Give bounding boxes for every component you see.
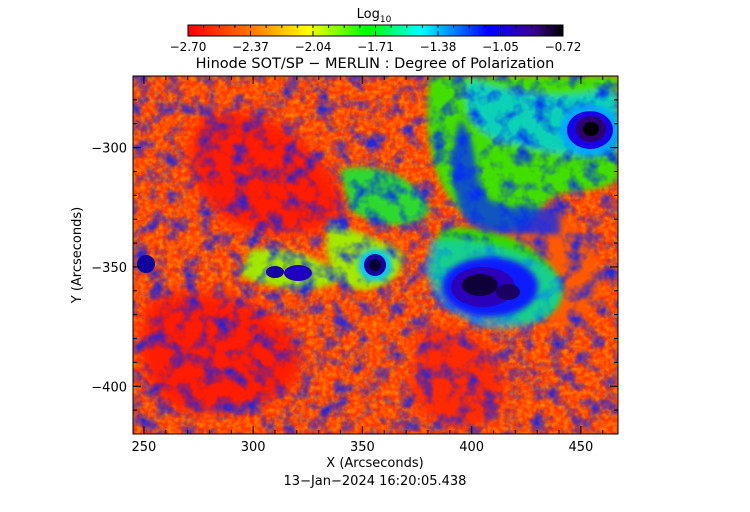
colorbar: Log10 −2.70 −2.37 −2.04 −1.71 −1.38 −1.05 −0.7…	[170, 7, 582, 54]
x-tick-label: 350	[350, 440, 375, 455]
x-tick-label: 250	[132, 440, 157, 455]
timestamp: 13−Jan−2024 16:20:05.438	[284, 474, 467, 489]
x-tick-label: 450	[568, 440, 593, 455]
x-tick-label: 300	[241, 440, 266, 455]
colorbar-tick-label: −0.72	[545, 40, 582, 54]
y-tick-label: −350	[91, 261, 127, 276]
x-tick-label: 400	[459, 440, 484, 455]
y-tick-label: −400	[91, 380, 127, 395]
colorbar-tick-label: −2.37	[232, 40, 269, 54]
colorbar-tick-label: −1.71	[357, 40, 394, 54]
colorbar-label: Log10	[357, 7, 392, 25]
plot-frame	[132, 75, 619, 435]
axes: 250 300 350 400 450 −300 −350 −400	[91, 76, 618, 455]
y-tick-label: −300	[91, 142, 127, 157]
sunspot-group	[137, 105, 618, 317]
y-axis-label: Y (Arcseconds)	[70, 207, 85, 304]
chart-title: Hinode SOT/SP − MERLIN : Degree of Polar…	[196, 56, 555, 72]
colorbar-ticks: −2.70 −2.37 −2.04 −1.71 −1.38 −1.05 −0.72	[170, 25, 582, 54]
heatmap-image	[133, 76, 618, 434]
colorbar-tick-label: −2.04	[295, 40, 332, 54]
colorbar-tick-label: −1.05	[482, 40, 519, 54]
colorbar-tick-label: −1.38	[420, 40, 457, 54]
x-axis-label: X (Arcseconds)	[326, 456, 423, 471]
colorbar-tick-label: −2.70	[170, 40, 207, 54]
